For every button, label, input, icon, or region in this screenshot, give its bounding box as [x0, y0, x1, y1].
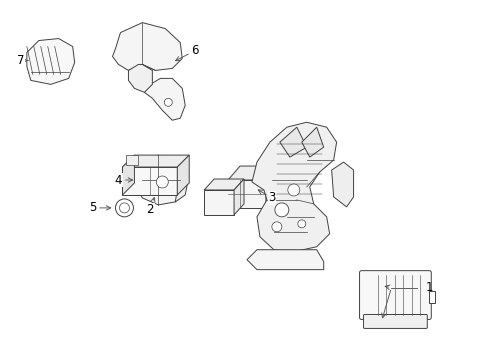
Polygon shape — [122, 167, 177, 195]
Text: 5: 5 — [89, 201, 110, 215]
Polygon shape — [203, 179, 244, 190]
Text: 3: 3 — [258, 190, 275, 204]
Circle shape — [164, 98, 172, 106]
FancyBboxPatch shape — [359, 271, 430, 319]
Circle shape — [287, 184, 299, 196]
Circle shape — [115, 199, 133, 217]
Polygon shape — [27, 39, 75, 84]
Polygon shape — [122, 155, 134, 195]
Bar — [428, 291, 434, 302]
Polygon shape — [251, 122, 336, 252]
Text: 7: 7 — [17, 54, 28, 67]
Polygon shape — [136, 155, 182, 205]
Circle shape — [119, 203, 129, 213]
Circle shape — [297, 220, 305, 228]
Polygon shape — [331, 162, 353, 207]
Polygon shape — [301, 127, 323, 157]
Polygon shape — [227, 180, 265, 208]
Polygon shape — [234, 179, 244, 215]
Circle shape — [271, 222, 281, 232]
Polygon shape — [128, 64, 152, 92]
FancyBboxPatch shape — [363, 315, 427, 328]
Polygon shape — [177, 155, 189, 195]
Text: 2: 2 — [146, 198, 155, 216]
Polygon shape — [122, 155, 189, 167]
Polygon shape — [246, 250, 323, 270]
Polygon shape — [144, 78, 185, 120]
Circle shape — [156, 176, 168, 188]
Polygon shape — [203, 190, 234, 215]
Polygon shape — [112, 23, 182, 71]
Polygon shape — [175, 172, 188, 202]
Polygon shape — [227, 166, 277, 180]
Circle shape — [274, 203, 288, 217]
Text: 6: 6 — [175, 44, 199, 61]
Text: 4: 4 — [115, 174, 132, 186]
Polygon shape — [279, 127, 306, 157]
Text: 1: 1 — [425, 281, 432, 294]
Polygon shape — [265, 166, 277, 208]
Polygon shape — [126, 155, 138, 165]
